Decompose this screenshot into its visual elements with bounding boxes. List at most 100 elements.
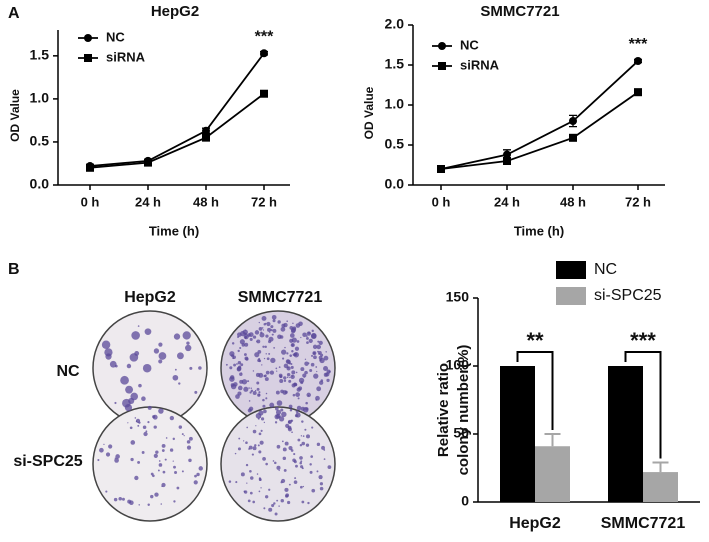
colony [278, 373, 283, 378]
y-tick-label: 150 [446, 289, 470, 305]
annotation: *** [630, 328, 656, 353]
colony [268, 507, 273, 512]
colony [272, 328, 277, 333]
colony [288, 362, 291, 365]
colony [311, 329, 314, 333]
colony [259, 332, 265, 338]
colony [152, 474, 155, 478]
colony [293, 460, 297, 464]
colony [302, 435, 305, 437]
colony [300, 435, 303, 437]
colony [290, 362, 293, 365]
colony [257, 417, 260, 420]
chart-title: SMMC7721 [480, 3, 559, 20]
error-bar [544, 433, 561, 447]
colony [258, 393, 261, 396]
colony [284, 390, 288, 394]
colony [129, 353, 139, 362]
colony [237, 360, 242, 365]
colony [311, 488, 316, 493]
colony [158, 460, 161, 462]
colony [286, 320, 288, 323]
colony [248, 387, 250, 389]
y-tick-label: 0.0 [30, 176, 50, 192]
colony [274, 512, 278, 516]
colony [138, 504, 140, 506]
colony [284, 441, 289, 446]
colony [172, 374, 179, 381]
colony [287, 500, 291, 505]
colony [134, 417, 137, 419]
colony [312, 351, 317, 356]
colony [300, 381, 304, 385]
colony [289, 409, 293, 412]
colony [305, 443, 310, 447]
colony [266, 357, 270, 361]
colony [258, 321, 260, 324]
legend-label: NC [594, 261, 617, 278]
colony [241, 379, 248, 385]
point [569, 117, 577, 125]
colony [113, 497, 118, 502]
colony [252, 370, 255, 372]
colony [265, 322, 267, 324]
significance-bracket [516, 351, 554, 430]
colony [275, 390, 280, 395]
colony [327, 465, 332, 469]
colony [154, 492, 159, 497]
colony [323, 365, 329, 371]
panel-label: A [8, 5, 20, 22]
colony [290, 342, 295, 348]
colony [278, 416, 285, 422]
colony [250, 476, 254, 480]
colony [232, 357, 235, 360]
colony [249, 391, 252, 394]
colony [306, 341, 309, 345]
colony [283, 376, 287, 380]
colony [251, 453, 254, 456]
colony [269, 402, 275, 408]
line [440, 91, 639, 170]
colony [265, 353, 267, 355]
colony [316, 470, 319, 473]
colony [263, 421, 266, 424]
colony [301, 467, 304, 470]
legend-marker [84, 34, 92, 42]
colony [319, 482, 324, 486]
colony [258, 372, 264, 378]
colony [285, 423, 290, 428]
colony [323, 355, 329, 361]
colony [268, 340, 272, 344]
colony [252, 391, 257, 395]
colony [261, 315, 267, 321]
colony [248, 332, 254, 337]
colony [147, 503, 150, 506]
colony [263, 357, 266, 360]
x-tick-label: 24 h [135, 194, 161, 209]
colony [150, 494, 154, 499]
colony [235, 481, 238, 484]
colony [295, 371, 298, 374]
colony [243, 440, 245, 442]
x-tick-label: 0 h [432, 194, 451, 209]
colony-plates [92, 310, 336, 522]
colony [294, 477, 297, 480]
legend-marker [84, 54, 92, 62]
colony [145, 430, 148, 433]
colony [288, 483, 291, 486]
colony [252, 500, 256, 504]
colony [304, 358, 307, 360]
colony [245, 463, 249, 467]
colony [183, 434, 185, 437]
colony [262, 329, 265, 331]
colony [181, 433, 184, 436]
colony [176, 352, 184, 360]
colony [153, 453, 158, 458]
colony [229, 351, 235, 357]
colony [257, 350, 262, 354]
colony [137, 325, 140, 327]
colony [269, 331, 271, 333]
colony [237, 447, 241, 451]
colony [256, 339, 261, 344]
